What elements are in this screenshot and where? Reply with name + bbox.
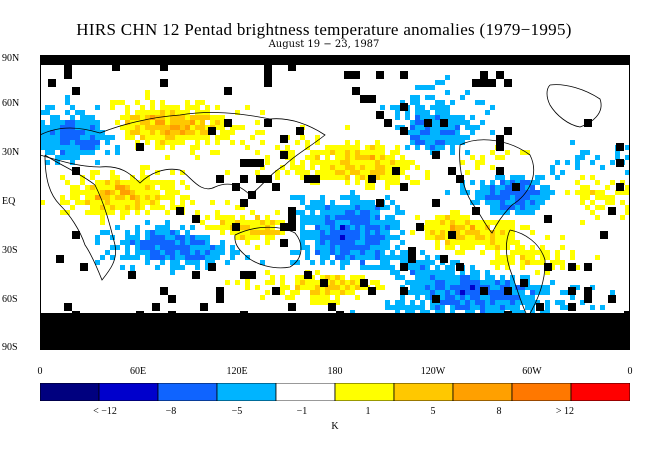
colorbar-swatch-2	[157, 383, 218, 401]
lon-label-60w: 60W	[522, 366, 542, 377]
lon-label-0-right: 0	[627, 366, 633, 377]
colorbar-label-minus1: −1	[296, 406, 308, 417]
lat-label-60n: 60N	[2, 98, 20, 109]
lon-label-0: 0	[37, 366, 43, 377]
lon-label-120e: 120E	[226, 366, 248, 377]
colorbar	[40, 383, 630, 401]
colorbar-swatch-0	[40, 383, 100, 401]
anomaly-field	[40, 55, 630, 350]
map-title: HIRS CHN 12 Pentad brightness temperatur…	[76, 20, 572, 39]
colorbar-swatch-8	[511, 383, 572, 401]
colorbar-label-1: 1	[365, 406, 371, 417]
colorbar-label-minus8: −8	[165, 406, 177, 417]
anomaly-map-canvas	[40, 55, 630, 350]
lon-label-120w: 120W	[420, 366, 446, 377]
anomaly-map	[40, 55, 630, 350]
colorbar-swatch-7	[452, 383, 513, 401]
colorbar-swatch-9	[570, 383, 630, 401]
colorbar-swatch-3	[216, 383, 277, 401]
colorbar-swatch-6	[393, 383, 454, 401]
lat-label-60s: 60S	[2, 294, 18, 305]
lat-label-30s: 30S	[2, 245, 18, 256]
colorbar-label-8: 8	[496, 406, 502, 417]
colorbar-swatch-4	[275, 383, 336, 401]
colorbar-label-5: 5	[430, 406, 436, 417]
lon-label-60e: 60E	[129, 366, 147, 377]
lon-label-180: 180	[327, 366, 343, 377]
lat-label-30n: 30N	[2, 147, 20, 158]
coastlines	[40, 84, 602, 318]
lat-label-90n: 90N	[2, 53, 20, 64]
lat-label-eq: EQ	[2, 196, 16, 207]
colorbar-label-minus5: −5	[231, 406, 243, 417]
lat-label-90s: 90S	[2, 342, 18, 353]
colorbar-swatch-5	[334, 383, 395, 401]
map-frame	[40, 55, 630, 350]
missing-data-mask	[40, 55, 630, 350]
colorbar-label-lt-minus12: < −12	[93, 406, 117, 417]
colorbar-unit: K	[331, 421, 339, 432]
colorbar-label-gt-12: > 12	[555, 406, 575, 417]
map-subtitle: August 19 − 23, 1987	[268, 39, 380, 50]
colorbar-swatch-1	[98, 383, 159, 401]
